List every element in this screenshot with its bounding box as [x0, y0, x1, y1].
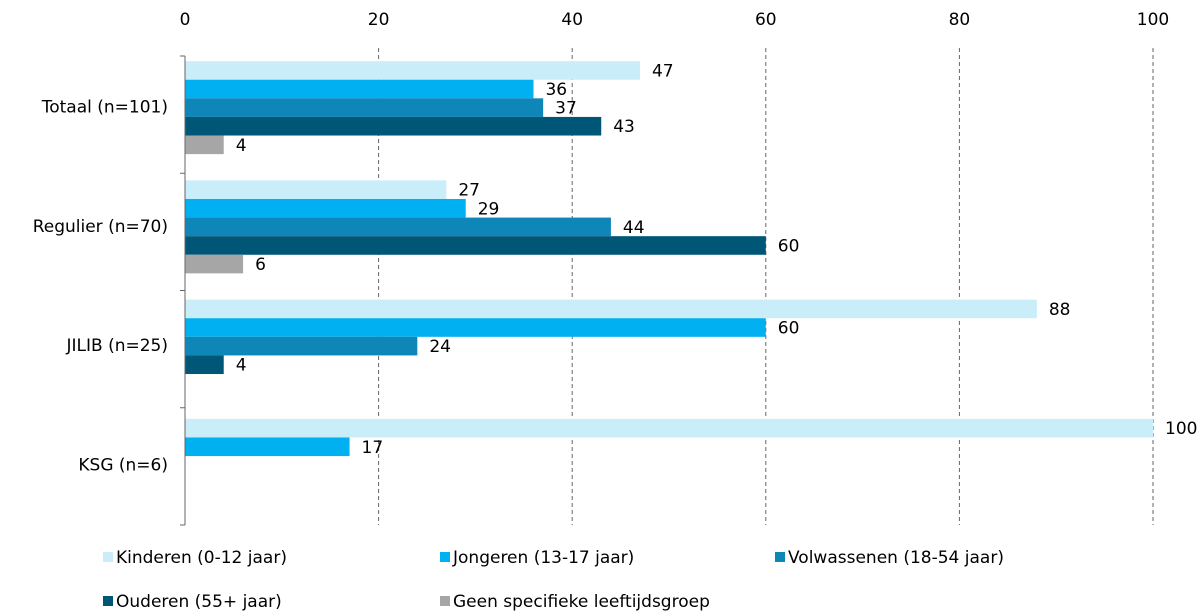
x-tick-label: 80: [949, 10, 971, 30]
data-label: 4: [236, 136, 247, 156]
data-label: 88: [1049, 300, 1071, 320]
data-label: 37: [555, 99, 577, 119]
bar: [185, 336, 418, 356]
bar: [185, 254, 244, 274]
bar: [185, 116, 602, 136]
x-tick-label: 100: [1137, 10, 1169, 30]
x-tick-label: 20: [368, 10, 390, 30]
legend-swatch: [103, 596, 113, 606]
x-tick-label: 0: [180, 10, 191, 30]
bar: [185, 318, 766, 337]
x-tick-label: 60: [755, 10, 777, 30]
data-label: 27: [458, 181, 480, 201]
bar: [185, 236, 766, 255]
y-tick-label: Totaal (n=101): [41, 98, 168, 118]
data-label: 100: [1165, 419, 1197, 439]
bar: [185, 355, 224, 375]
data-label: 60: [778, 319, 800, 339]
bar: [185, 299, 1037, 319]
bar: [185, 418, 1153, 438]
x-tick-label: 40: [561, 10, 583, 30]
bar: [185, 135, 224, 155]
legend-label: Volwassenen (18-54 jaar): [788, 548, 1004, 568]
data-label: 6: [255, 255, 266, 275]
data-label: 4: [236, 356, 247, 376]
y-tick-label: KSG (n=6): [78, 455, 168, 475]
data-label: 60: [778, 236, 800, 256]
bar: [185, 79, 534, 99]
data-label: 47: [652, 61, 674, 81]
data-label: 36: [545, 80, 567, 100]
bar: [185, 437, 350, 457]
data-label: 44: [623, 218, 645, 238]
bar: [185, 61, 640, 80]
data-label: 24: [429, 337, 451, 357]
bar: [185, 98, 544, 117]
bar: [185, 217, 611, 237]
y-tick-label: JILIB (n=25): [66, 336, 169, 356]
bar: [185, 198, 466, 218]
legend-swatch: [775, 552, 785, 562]
legend-swatch: [440, 552, 450, 562]
legend-label: Geen specifieke leeftijdsgroep: [453, 592, 710, 612]
legend-swatch: [103, 552, 113, 562]
data-label: 17: [362, 438, 384, 458]
y-tick-label: Regulier (n=70): [33, 217, 168, 237]
bar: [185, 180, 447, 199]
legend-label: Ouderen (55+ jaar): [116, 592, 282, 612]
data-label: 29: [478, 199, 500, 219]
data-label: 43: [613, 117, 635, 137]
legend-swatch: [440, 596, 450, 606]
legend-label: Kinderen (0-12 jaar): [116, 548, 287, 568]
legend-label: Jongeren (13-17 jaar): [452, 548, 634, 568]
